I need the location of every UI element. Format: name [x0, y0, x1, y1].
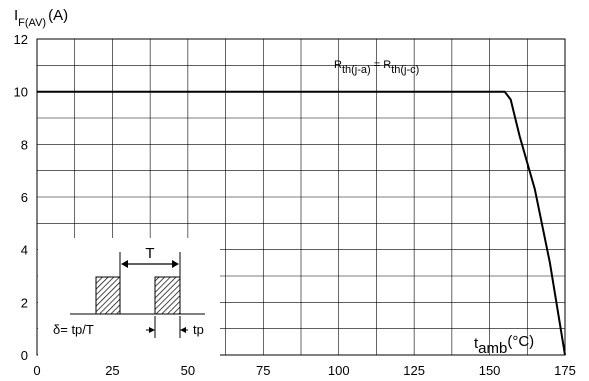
x-axis-label-main: t: [474, 335, 479, 352]
x-tick-label: 175: [554, 363, 576, 378]
x-tick-label: 150: [479, 363, 501, 378]
plot-frame: [36, 38, 566, 356]
pulse-width-label: tp: [193, 322, 204, 337]
period-arrowhead-left: [121, 260, 128, 268]
pulse-2: [154, 276, 181, 315]
y-axis-label-main: I: [14, 7, 18, 24]
x-tick-label: 25: [105, 363, 119, 378]
series-line: [37, 90, 566, 356]
y-tick-label: 10: [14, 85, 28, 100]
y-axis-label-sub: F(AV): [18, 17, 46, 29]
tp-arrowhead-left: [149, 327, 155, 333]
tp-arrowhead-right: [180, 327, 186, 333]
rth-jc-sub: th(j-c): [391, 64, 419, 76]
y-tick-labels: 0 2 4 6 8 10 12: [14, 32, 28, 363]
x-tick-label: 75: [256, 363, 270, 378]
rth-ja-sub: th(j-a): [342, 64, 371, 76]
y-tick-label: 2: [21, 295, 28, 310]
rth-jc-main: R: [383, 59, 391, 71]
x-tick-label: 125: [403, 363, 425, 378]
inset-background: [38, 238, 220, 356]
x-tick-label: 0: [33, 363, 40, 378]
x-axis-label-unit: (°C): [507, 333, 534, 350]
period-label: T: [145, 245, 154, 262]
pulse-1: [95, 276, 121, 315]
y-axis-label: IF(AV) (A): [14, 7, 68, 29]
y-axis-label-unit: (A): [48, 7, 68, 24]
x-tick-label: 100: [328, 363, 350, 378]
x-tick-labels: 0 25 50 75 100 125 150 175: [33, 363, 575, 378]
rth-equals: =: [371, 59, 384, 71]
x-axis-label: tamb(°C): [474, 333, 534, 357]
rth-ja-main: R: [334, 59, 342, 71]
y-tick-label: 0: [21, 348, 28, 363]
x-tick-label: 50: [181, 363, 195, 378]
duty-cycle-inset: T δ= tp/T tp: [38, 238, 220, 356]
y-tick-label: 8: [21, 137, 28, 152]
x-axis-label-sub: amb: [478, 340, 507, 357]
rth-annotation: Rth(j-a) = Rth(j-c): [334, 59, 419, 76]
y-tick-label: 12: [14, 32, 28, 47]
y-tick-label: 4: [21, 243, 28, 258]
period-arrowhead-right: [172, 260, 179, 268]
duty-cycle-label: δ= tp/T: [53, 322, 94, 337]
y-tick-label: 6: [21, 190, 28, 205]
